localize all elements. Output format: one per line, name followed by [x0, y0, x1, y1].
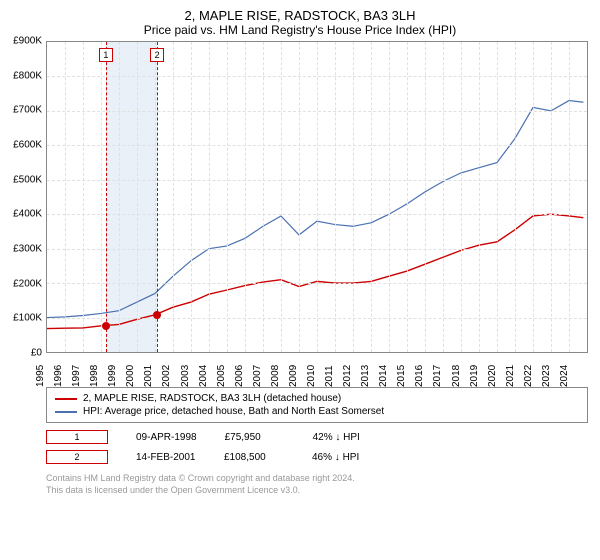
- event-date: 14-FEB-2001: [136, 452, 196, 463]
- event-row: 2 14-FEB-2001 £108,500 46% ↓ HPI: [46, 447, 588, 467]
- chart-zone: £0£100K£200K£300K£400K£500K£600K£700K£80…: [46, 41, 588, 381]
- y-tick-label: £800K: [13, 70, 42, 81]
- event-number-box: 2: [150, 48, 164, 62]
- y-tick-label: £600K: [13, 140, 42, 151]
- events-table: 1 09-APR-1998 £75,950 42% ↓ HPI 2 14-FEB…: [46, 427, 588, 467]
- x-tick-label: 2016: [414, 365, 425, 387]
- x-tick-label: 2007: [252, 365, 263, 387]
- x-tick-label: 2019: [469, 365, 480, 387]
- x-tick-label: 1997: [71, 365, 82, 387]
- legend-row: 2, MAPLE RISE, RADSTOCK, BA3 3LH (detach…: [55, 392, 579, 405]
- x-tick-label: 2006: [234, 365, 245, 387]
- x-tick-label: 2003: [180, 365, 191, 387]
- x-tick-label: 2013: [360, 365, 371, 387]
- y-tick-label: £300K: [13, 244, 42, 255]
- x-tick-label: 2018: [451, 365, 462, 387]
- event-marker-icon: 2: [46, 450, 108, 464]
- x-tick-label: 2015: [396, 365, 407, 387]
- x-tick-label: 2000: [125, 365, 136, 387]
- x-tick-label: 2009: [288, 365, 299, 387]
- x-tick-label: 2023: [541, 365, 552, 387]
- series-hpi: [47, 101, 583, 318]
- y-axis-labels: £0£100K£200K£300K£400K£500K£600K£700K£80…: [0, 41, 44, 353]
- chart-subtitle: Price paid vs. HM Land Registry's House …: [0, 23, 600, 41]
- y-tick-label: £200K: [13, 278, 42, 289]
- x-tick-label: 1996: [53, 365, 64, 387]
- event-price: £108,500: [224, 452, 284, 463]
- x-tick-label: 2022: [523, 365, 534, 387]
- event-delta: 42% ↓ HPI: [313, 432, 373, 443]
- x-tick-label: 1999: [107, 365, 118, 387]
- y-tick-label: £100K: [13, 313, 42, 324]
- x-axis-labels: 1995199619971998199920002001200220032004…: [46, 353, 588, 381]
- x-tick-label: 2012: [342, 365, 353, 387]
- x-tick-label: 2010: [306, 365, 317, 387]
- x-tick-label: 2005: [216, 365, 227, 387]
- event-number-box: 1: [99, 48, 113, 62]
- legend-label: 2, MAPLE RISE, RADSTOCK, BA3 3LH (detach…: [83, 393, 341, 404]
- plot-area: 12: [46, 41, 588, 353]
- event-price: £75,950: [225, 432, 285, 443]
- license-line: Contains HM Land Registry data © Crown c…: [46, 473, 588, 485]
- y-tick-label: £900K: [13, 36, 42, 47]
- x-tick-label: 2011: [324, 365, 335, 387]
- legend-swatch: [55, 411, 77, 413]
- x-tick-label: 2014: [378, 365, 389, 387]
- license-line: This data is licensed under the Open Gov…: [46, 485, 588, 497]
- x-tick-label: 2021: [505, 365, 516, 387]
- y-tick-label: £400K: [13, 209, 42, 220]
- x-tick-label: 2001: [143, 365, 154, 387]
- event-dot: [153, 311, 161, 319]
- x-tick-label: 2002: [161, 365, 172, 387]
- license-text: Contains HM Land Registry data © Crown c…: [46, 473, 588, 496]
- x-tick-label: 2024: [559, 365, 570, 387]
- y-tick-label: £500K: [13, 174, 42, 185]
- x-tick-label: 2008: [270, 365, 281, 387]
- x-tick-label: 2004: [198, 365, 209, 387]
- y-tick-label: £700K: [13, 105, 42, 116]
- event-delta: 46% ↓ HPI: [312, 452, 372, 463]
- chart-container: 2, MAPLE RISE, RADSTOCK, BA3 3LH Price p…: [0, 0, 600, 560]
- chart-title: 2, MAPLE RISE, RADSTOCK, BA3 3LH: [0, 0, 600, 23]
- x-tick-label: 1998: [89, 365, 100, 387]
- y-tick-label: £0: [31, 348, 42, 359]
- x-tick-label: 2020: [487, 365, 498, 387]
- series-price_paid: [47, 214, 583, 328]
- x-tick-label: 1995: [35, 365, 46, 387]
- legend-swatch: [55, 398, 77, 400]
- event-date: 09-APR-1998: [136, 432, 197, 443]
- legend-label: HPI: Average price, detached house, Bath…: [83, 406, 384, 417]
- legend: 2, MAPLE RISE, RADSTOCK, BA3 3LH (detach…: [46, 387, 588, 423]
- x-tick-label: 2017: [432, 365, 443, 387]
- legend-row: HPI: Average price, detached house, Bath…: [55, 405, 579, 418]
- event-marker-icon: 1: [46, 430, 108, 444]
- event-dot: [102, 322, 110, 330]
- event-row: 1 09-APR-1998 £75,950 42% ↓ HPI: [46, 427, 588, 447]
